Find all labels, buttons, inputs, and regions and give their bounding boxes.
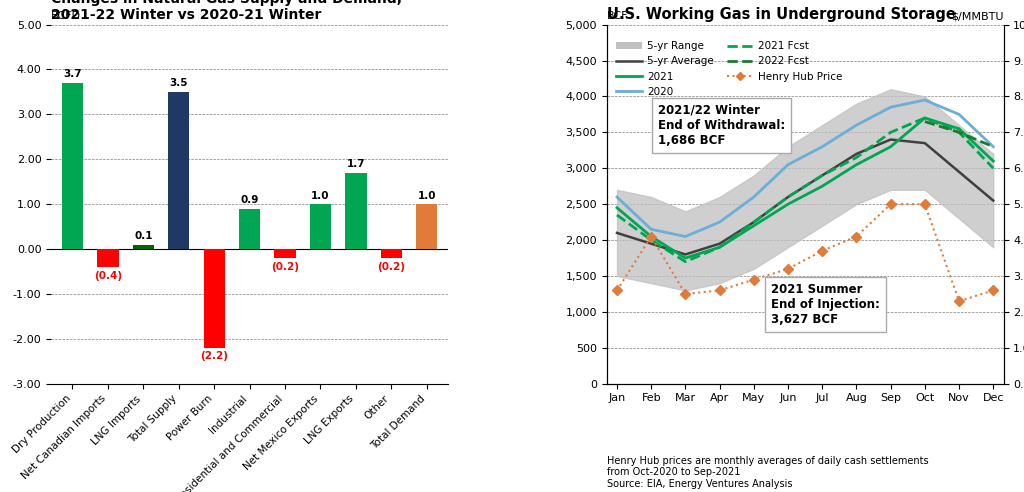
Bar <box>133 245 154 249</box>
Text: 3.7: 3.7 <box>63 69 82 79</box>
Text: 2021 Summer
End of Injection:
3,627 BCF: 2021 Summer End of Injection: 3,627 BCF <box>771 283 880 326</box>
Text: (0.2): (0.2) <box>271 262 299 272</box>
Text: 3.5: 3.5 <box>170 78 188 89</box>
Text: 1.0: 1.0 <box>311 190 330 201</box>
Bar <box>168 92 189 249</box>
Bar <box>97 249 119 267</box>
Bar <box>416 204 437 249</box>
Text: U.S. Working Gas in Underground Storage: U.S. Working Gas in Underground Storage <box>606 7 955 22</box>
Bar <box>310 204 331 249</box>
Bar <box>204 249 225 348</box>
Text: (0.4): (0.4) <box>94 271 122 280</box>
Text: (0.2): (0.2) <box>377 262 406 272</box>
Text: 1.7: 1.7 <box>346 159 366 169</box>
Bar <box>345 173 367 249</box>
Bar <box>61 83 83 249</box>
Text: Henry Hub prices are monthly averages of daily cash settlements
from Oct-2020 to: Henry Hub prices are monthly averages of… <box>606 456 929 489</box>
Bar <box>239 209 260 249</box>
Text: $/MMBTU: $/MMBTU <box>951 11 1004 21</box>
Text: BCF: BCF <box>606 11 628 21</box>
Text: 2021/22 Winter
End of Withdrawal:
1,686 BCF: 2021/22 Winter End of Withdrawal: 1,686 … <box>658 104 785 147</box>
Text: Changes in Natural Gas Supply and Demand,
2021-22 Winter vs 2020-21 Winter: Changes in Natural Gas Supply and Demand… <box>51 0 402 22</box>
Text: 0.1: 0.1 <box>134 231 153 241</box>
Bar <box>274 249 296 258</box>
Bar <box>381 249 402 258</box>
Legend: 5-yr Range, 5-yr Average, 2021, 2020, 2021 Fcst, 2022 Fcst, Henry Hub Price: 5-yr Range, 5-yr Average, 2021, 2020, 20… <box>612 37 847 101</box>
Text: 1.0: 1.0 <box>418 190 436 201</box>
Text: 0.9: 0.9 <box>241 195 259 205</box>
Text: BCFD: BCFD <box>51 11 81 21</box>
Text: (2.2): (2.2) <box>200 351 228 362</box>
